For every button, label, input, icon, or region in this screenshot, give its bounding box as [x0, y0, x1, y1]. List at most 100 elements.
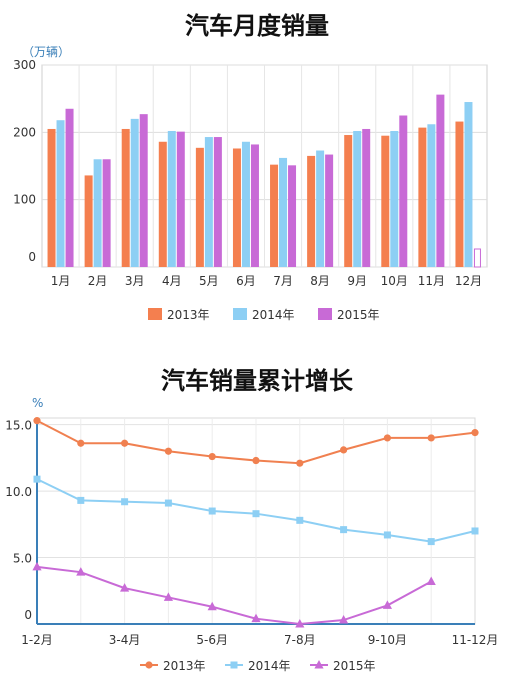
bar: [130, 118, 139, 267]
data-point: [76, 567, 86, 576]
bar: [213, 137, 222, 267]
bar: [427, 124, 436, 268]
legend-marker: [314, 660, 324, 669]
legend-marker: [230, 661, 238, 669]
bar: [176, 131, 185, 267]
bar: [47, 128, 56, 267]
data-point: [77, 496, 85, 504]
data-point: [33, 417, 41, 425]
data-point: [207, 601, 217, 611]
bar: [436, 94, 445, 267]
legend-swatch: [148, 308, 162, 320]
legend-label: 2013年: [167, 308, 210, 322]
data-point: [32, 561, 42, 571]
bar: [344, 135, 353, 267]
data-point: [164, 499, 172, 507]
bar: [93, 159, 102, 267]
data-point: [296, 459, 304, 467]
legend-label: 2014年: [248, 659, 291, 673]
bar: [250, 144, 259, 267]
data-point: [471, 527, 479, 535]
legend-marker: [145, 661, 153, 669]
x-tick-label: 2月: [88, 274, 108, 288]
y-tick-label: 0: [24, 608, 32, 622]
bar: [316, 150, 325, 267]
series-line: [36, 565, 432, 626]
cumulative-growth-line-chart: 汽车销量累计增长% 0 5.0 10.0 15.0 1-2月 3-4月 5-6月 7-8月 9-1…: [5, 367, 499, 673]
bar: [56, 120, 65, 267]
bar: [418, 127, 427, 268]
y-tick-label: 100: [13, 193, 36, 207]
data-point: [208, 507, 216, 515]
legend-swatch: [233, 308, 247, 320]
bar: [167, 130, 176, 267]
bar: [84, 175, 93, 267]
x-tick-label: 9月: [347, 274, 367, 288]
data-point: [252, 510, 260, 518]
bar: [381, 135, 390, 267]
data-point: [426, 576, 436, 585]
x-tick-label: 5月: [199, 274, 219, 288]
x-tick-label: 7月: [273, 274, 293, 288]
legend-label: 2015年: [337, 308, 380, 322]
data-point: [339, 615, 349, 624]
x-tick-label: 4月: [162, 274, 182, 288]
legend-label: 2013年: [163, 659, 206, 673]
data-point: [427, 538, 435, 546]
legend-label: 2014年: [252, 308, 295, 322]
y-unit-label: %: [32, 396, 43, 410]
data-point: [382, 600, 392, 609]
data-point: [296, 516, 304, 524]
bar: [288, 165, 297, 267]
x-tick-label: 3-4月: [109, 633, 141, 647]
monthly-sales-bar-chart: 汽车月度销量 （万辆） 0 100 200 300 1月 2月 3月 4月 5月 6月 7月 8月 9月 10…: [13, 12, 488, 322]
bar: [455, 121, 464, 267]
bar: [121, 128, 130, 267]
bar: [279, 157, 288, 267]
data-point: [164, 447, 172, 455]
data-point: [383, 531, 391, 539]
bar: [241, 141, 250, 267]
legend-label: 2015年: [333, 659, 376, 673]
data-point: [340, 446, 348, 454]
bar: [353, 130, 362, 267]
legend-swatch: [318, 308, 332, 320]
bar: [102, 159, 111, 267]
y-tick-label: 200: [13, 125, 36, 139]
data-point: [251, 613, 261, 623]
bar: [65, 108, 74, 268]
x-tick-label: 7-8月: [284, 633, 316, 647]
bar: [325, 154, 334, 267]
bar: [362, 128, 371, 267]
chart-title: 汽车月度销量: [185, 12, 329, 40]
x-tick-label: 11-12月: [452, 633, 499, 647]
x-tick-label: 9-10月: [368, 633, 407, 647]
series-2015年: [32, 561, 436, 628]
x-tick-label: 10月: [381, 274, 408, 288]
data-point: [121, 498, 129, 506]
bar: [464, 102, 473, 268]
series-2013年: [33, 417, 479, 467]
data-point: [252, 456, 260, 465]
data-point: [33, 475, 41, 483]
chart-title: 汽车销量累计增长: [161, 367, 354, 395]
data-point: [120, 583, 130, 592]
x-tick-label: 12月: [455, 274, 482, 288]
bar: [307, 155, 316, 267]
data-point: [383, 434, 391, 442]
y-tick-label: 0: [28, 250, 36, 264]
data-point: [427, 434, 435, 442]
x-tick-label: 3月: [125, 274, 145, 288]
bar: [270, 164, 279, 267]
y-tick-label: 5.0: [13, 552, 32, 566]
data-point: [163, 592, 173, 601]
data-point: [208, 452, 216, 461]
series-2014年: [33, 475, 479, 546]
data-point: [121, 439, 129, 447]
bar: [390, 130, 399, 267]
bar: [232, 148, 241, 267]
bar: [399, 115, 408, 267]
y-tick-label: 10.0: [5, 485, 32, 499]
data-point: [471, 429, 479, 437]
